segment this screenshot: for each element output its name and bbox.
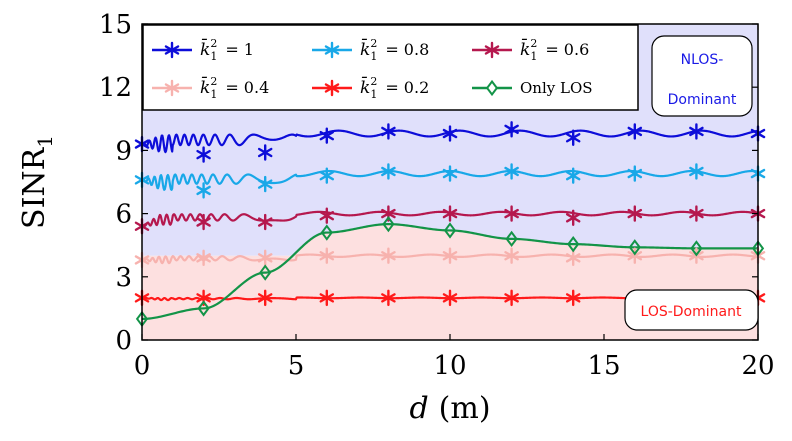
marker-s4-p5 [442,289,458,307]
marker-s5-p5 [443,222,457,239]
marker-s1-p6 [504,163,519,180]
series-markers [134,121,766,328]
region-annotations: NLOS- Dominant LOS-Dominant [624,35,759,331]
marker-s3-p4 [381,247,396,264]
marker-s4-p7 [565,289,581,307]
marker-s2-p3 [319,207,335,224]
marker-s3-p5 [442,247,458,264]
x-tick-label: 20 [741,351,774,381]
marker-s1-p3 [319,167,335,184]
legend: k̄2 1 = 1 k̄2 1 = 0.8 k̄2 1 = 0.6 k̄2 1 = 0.4 k̄2 1 = … [142,24,639,111]
legend-marker-3 [164,79,180,97]
legend-label-1: k̄2 1 = 0.8 [360,37,429,63]
legend-marker-2 [484,41,500,59]
marker-s3-p6 [504,247,519,264]
legend-marker-0 [164,41,180,59]
legend-label-2: k̄2 1 = 0.6 [520,37,589,63]
marker-s0-p7 [565,129,581,146]
legend-label-0: k̄2 1 = 1 [200,37,254,63]
marker-s2-p6 [504,205,519,222]
marker-s1-p9 [689,163,704,180]
marker-s4-p3 [319,289,335,307]
marker-s1-p8 [627,165,643,182]
nlos-annotation-line2: Dominant [668,92,737,108]
marker-s4-p4 [381,289,396,307]
y-tick-label: 15 [99,10,132,40]
marker-s0-p1 [196,146,211,163]
marker-s2-p7 [565,209,581,227]
marker-s5-p1 [197,300,210,317]
marker-s3-p7 [565,249,581,267]
marker-s2-p1 [196,213,211,231]
marker-s5-p4 [382,215,395,233]
marker-s1-p4 [381,163,396,180]
marker-s5-p6 [505,230,518,248]
y-tick-label: 6 [115,200,132,230]
legend-label-5: Only LOS [520,79,593,97]
marker-s2-p9 [689,205,704,222]
legend-box [142,24,639,111]
marker-s1-p5 [442,165,458,182]
marker-s0-p5 [442,125,458,142]
legend-label-3: k̄2 1 = 0.4 [200,75,269,101]
x-tick-label: 10 [433,351,466,381]
legend-marker-5 [485,79,499,97]
x-tick-label: 0 [134,351,151,381]
x-axis-title: d (m) [409,391,490,426]
y-tick-label: 3 [115,263,132,293]
series-line-5 [142,223,758,321]
y-tick-label: 9 [115,136,132,166]
marker-s0-p3 [319,127,335,144]
marker-s3-p3 [319,247,335,264]
marker-s5-p3 [320,224,333,241]
marker-s1-p7 [565,167,581,184]
marker-s0-p8 [627,123,643,140]
marker-s3-p8 [627,247,643,264]
nlos-annotation-line1: NLOS- [681,52,724,68]
marker-s4-p2 [257,289,273,307]
legend-label-4: k̄2 1 = 0.2 [360,75,429,101]
y-tick-label: 12 [99,73,132,103]
marker-s5-p7 [567,235,580,253]
axis-titles: d (m) SINR1 [17,135,491,426]
axis-ticks: 0 5 10 15 20 0 3 6 9 12 15 [99,10,775,381]
marker-s4-p6 [504,289,519,307]
marker-s1-p1 [196,182,211,199]
marker-s0-p9 [689,123,704,140]
y-axis-title: SINR1 [17,135,57,229]
y-tick-label: 0 [115,326,132,356]
los-annotation-label: LOS-Dominant [641,304,742,320]
legend-marker-1 [324,41,340,59]
legend-marker-4 [324,79,340,97]
x-tick-label: 15 [587,351,620,381]
marker-s2-p8 [627,205,643,222]
marker-s3-p2 [257,249,273,267]
marker-s2-p5 [442,205,458,222]
marker-s5-p8 [628,239,641,256]
marker-s3-p1 [196,249,211,267]
marker-s5-p2 [259,264,272,281]
nlos-annotation-box [651,35,753,117]
marker-s0-p4 [381,123,396,140]
x-tick-label: 5 [288,351,305,381]
los-annotation-box [624,289,759,331]
marker-s5-p9 [690,240,703,257]
marker-s2-p2 [257,213,273,231]
marker-s0-p6 [504,121,519,138]
marker-s0-p2 [257,144,273,161]
marker-s1-p2 [257,175,273,193]
